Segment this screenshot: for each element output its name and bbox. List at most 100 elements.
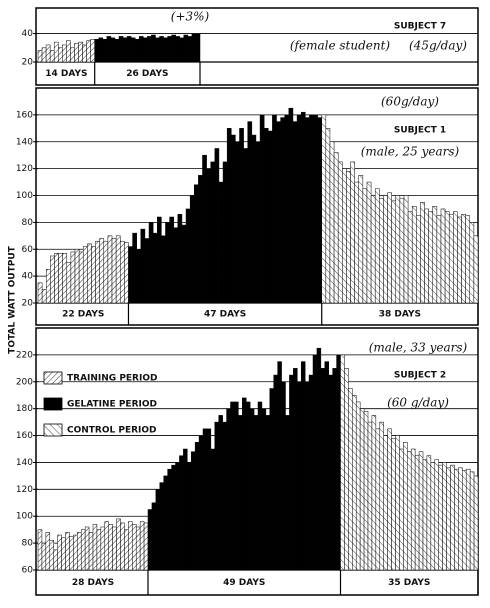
subject-label: SUBJECT 1 [394,126,446,136]
bar [37,282,43,304]
y-tick-label: 120 [16,164,33,174]
bar [45,532,51,571]
bar [226,408,231,571]
legend-swatch [43,397,63,411]
bar [414,455,420,571]
bar [403,442,408,571]
bar [284,114,290,304]
subject-label: SUBJECT 7 [394,22,446,32]
y-tick-label: 160 [16,431,33,441]
bar [321,114,327,304]
bar [387,192,392,304]
bar [198,435,204,571]
y-tick-label: 20 [22,299,34,309]
bar [366,181,372,304]
bar [134,39,140,63]
bar [352,394,357,571]
subject-label: SUBJECT 2 [394,371,446,381]
bar [403,195,409,304]
bar [73,534,78,571]
bar [177,214,183,304]
bar [106,36,112,63]
bar [436,215,442,304]
bar [70,47,75,63]
bar [434,459,439,571]
bar [155,489,161,571]
bar [147,509,153,571]
bar [399,448,404,571]
y-tick-label: 40 [22,29,34,39]
bar [163,37,168,63]
y-tick-label: 80 [22,218,34,228]
bar [195,33,201,63]
bar [418,451,424,571]
bar [336,354,341,571]
bar [395,195,401,304]
bar [263,128,269,304]
bar [355,401,361,571]
y-tick-label: 100 [16,512,33,522]
bar [218,415,223,571]
bar [66,262,72,304]
bar [161,235,166,304]
bar [50,255,55,304]
bar [171,34,176,63]
bar [171,464,176,571]
bar [358,175,364,304]
bar [175,36,180,63]
bar [363,411,369,571]
bar [159,36,164,63]
bar [424,208,429,304]
bar [144,238,150,304]
bar [107,235,113,304]
bar [458,467,463,571]
bar [194,184,199,304]
bar [313,114,318,304]
bar [214,148,220,304]
period-label: 22 DAYS [62,310,104,320]
bar [300,361,306,571]
bar [440,208,446,304]
bar [231,134,236,304]
bar [312,354,318,571]
bar [285,415,290,571]
bar [239,128,244,304]
bar [120,522,125,571]
bar [473,475,479,571]
bar [128,246,133,304]
bar [416,215,421,304]
bar [198,175,203,304]
bar [62,253,68,304]
bar [100,526,106,571]
annotation: (female student) [290,39,391,53]
bar [407,211,413,304]
bar [110,37,116,63]
bar [453,211,458,304]
y-tick-label: 140 [16,137,33,147]
bar [57,534,62,571]
bar [422,459,428,571]
bar [222,421,227,571]
bar [102,39,108,63]
bar [281,381,286,571]
bar [152,232,158,304]
bar [367,421,373,571]
bar [108,524,113,571]
bar [143,522,149,571]
bar [104,521,109,571]
y-tick-label: 160 [16,110,33,120]
bar [420,201,425,304]
period-label: 47 DAYS [204,310,246,320]
panel-frame [35,87,479,326]
bar [37,529,43,571]
bar [139,521,145,571]
bar [316,347,322,571]
bar [87,243,92,304]
bar [135,526,141,571]
bar [130,37,136,63]
bar [383,435,388,571]
y-tick-label: 180 [16,404,33,414]
bar [442,462,447,571]
bar [346,171,351,304]
